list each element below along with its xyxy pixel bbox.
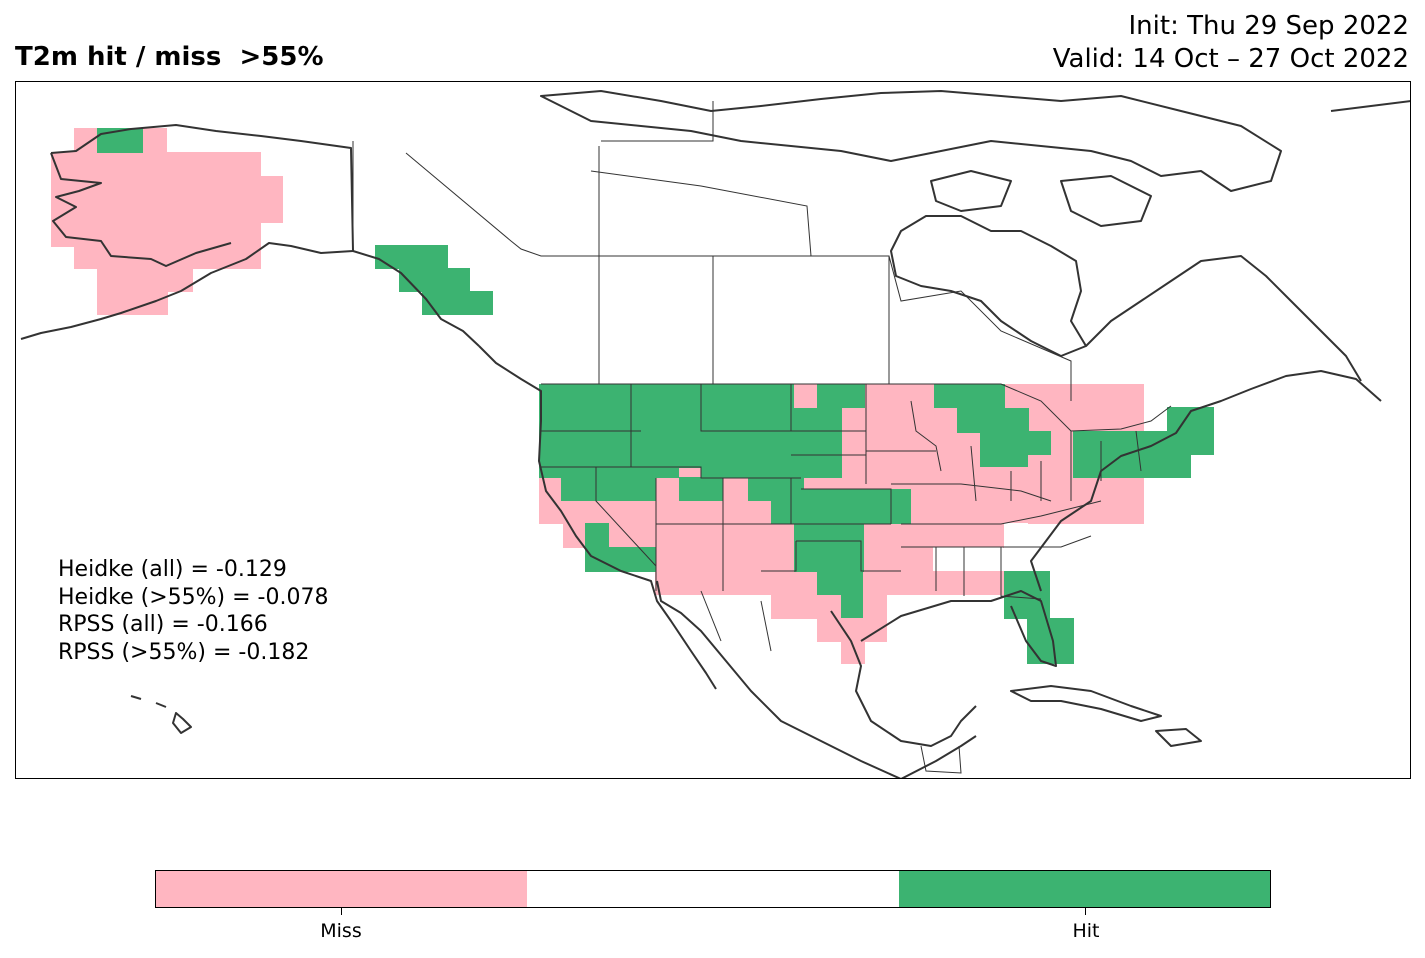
score-heidke-55: Heidke (>55%) = -0.078 [58, 584, 329, 610]
grid-cells [51, 128, 1214, 664]
grid-cell-empty [933, 547, 1003, 571]
grid-cell-hit [817, 571, 863, 595]
grid-cell-miss [841, 641, 865, 664]
map-panel [15, 81, 1411, 779]
grid-cell-hit [957, 408, 1029, 433]
grid-cell-hit [794, 523, 864, 572]
grid-cell-miss [655, 571, 933, 595]
grid-cell-empty [1004, 523, 1028, 548]
grid-cell-miss [74, 246, 261, 269]
grid-cell-hit [1004, 571, 1050, 595]
grid-cell-hit [422, 291, 493, 315]
grid-cell-hit [561, 477, 656, 501]
grid-cell-hit [399, 268, 470, 292]
score-rpss-all: RPSS (all) = -0.166 [58, 612, 268, 637]
valid-date: Valid: 14 Oct – 27 Oct 2022 [1052, 44, 1409, 74]
coastlines [20, 90, 1410, 778]
grid-cell-hit [1027, 618, 1074, 664]
legend-label-miss: Miss [320, 920, 362, 942]
grid-cell-hit [97, 128, 143, 153]
grid-cell-hit [679, 477, 723, 501]
grid-cell-miss [771, 594, 887, 619]
grid-cell-hit [817, 384, 865, 408]
grid-cell-miss [51, 176, 283, 223]
grid-cell-hit [1073, 431, 1214, 455]
grid-cell-hit [980, 431, 1051, 455]
grid-cell-hit [1073, 455, 1191, 478]
legend-swatch-hit [898, 871, 1270, 907]
grid-cell-hit [375, 245, 448, 269]
grid-cell-hit [771, 489, 911, 524]
legend-swatch-miss [156, 871, 528, 907]
political-borders [352, 101, 1172, 774]
grid-cell-hit [794, 408, 842, 433]
date-info: Init: Thu 29 Sep 2022 Valid: 14 Oct – 27… [1053, 10, 1409, 76]
init-date: Init: Thu 29 Sep 2022 [1128, 11, 1409, 41]
skill-scores-box: Heidke (all) = -0.129 Heidke (>55%) = -0… [58, 556, 328, 666]
grid-cell-miss [97, 291, 168, 315]
grid-cell-hit [585, 523, 609, 548]
grid-cell-hit [980, 455, 1028, 467]
grid-cell-hit [841, 594, 863, 618]
grid-cell-hit [794, 431, 842, 455]
grid-cell-hit [585, 547, 656, 572]
grid-cell-miss [97, 268, 193, 292]
grid-cell-miss [143, 128, 167, 153]
score-heidke-all: Heidke (all) = -0.129 [58, 557, 287, 582]
legend-label-hit: Hit [1072, 920, 1100, 942]
grid-cell-hit [539, 467, 679, 478]
score-rpss-55: RPSS (>55%) = -0.182 [58, 639, 310, 665]
grid-cell-hit [784, 455, 842, 478]
north-america-map [20, 90, 1410, 778]
grid-cell-miss [51, 152, 261, 177]
legend-swatch-neutral [527, 871, 899, 907]
grid-cell-miss [51, 222, 261, 247]
legend-tick-miss [341, 908, 342, 915]
grid-cell-hit [701, 431, 795, 478]
map-title: T2m hit / miss >55% [15, 42, 324, 72]
legend-colorbar [155, 870, 1271, 908]
grid-cell-hit [934, 384, 1005, 408]
legend-tick-hit [1085, 908, 1086, 915]
grid-cell-miss [817, 618, 887, 642]
grid-cell-miss [933, 571, 1004, 595]
